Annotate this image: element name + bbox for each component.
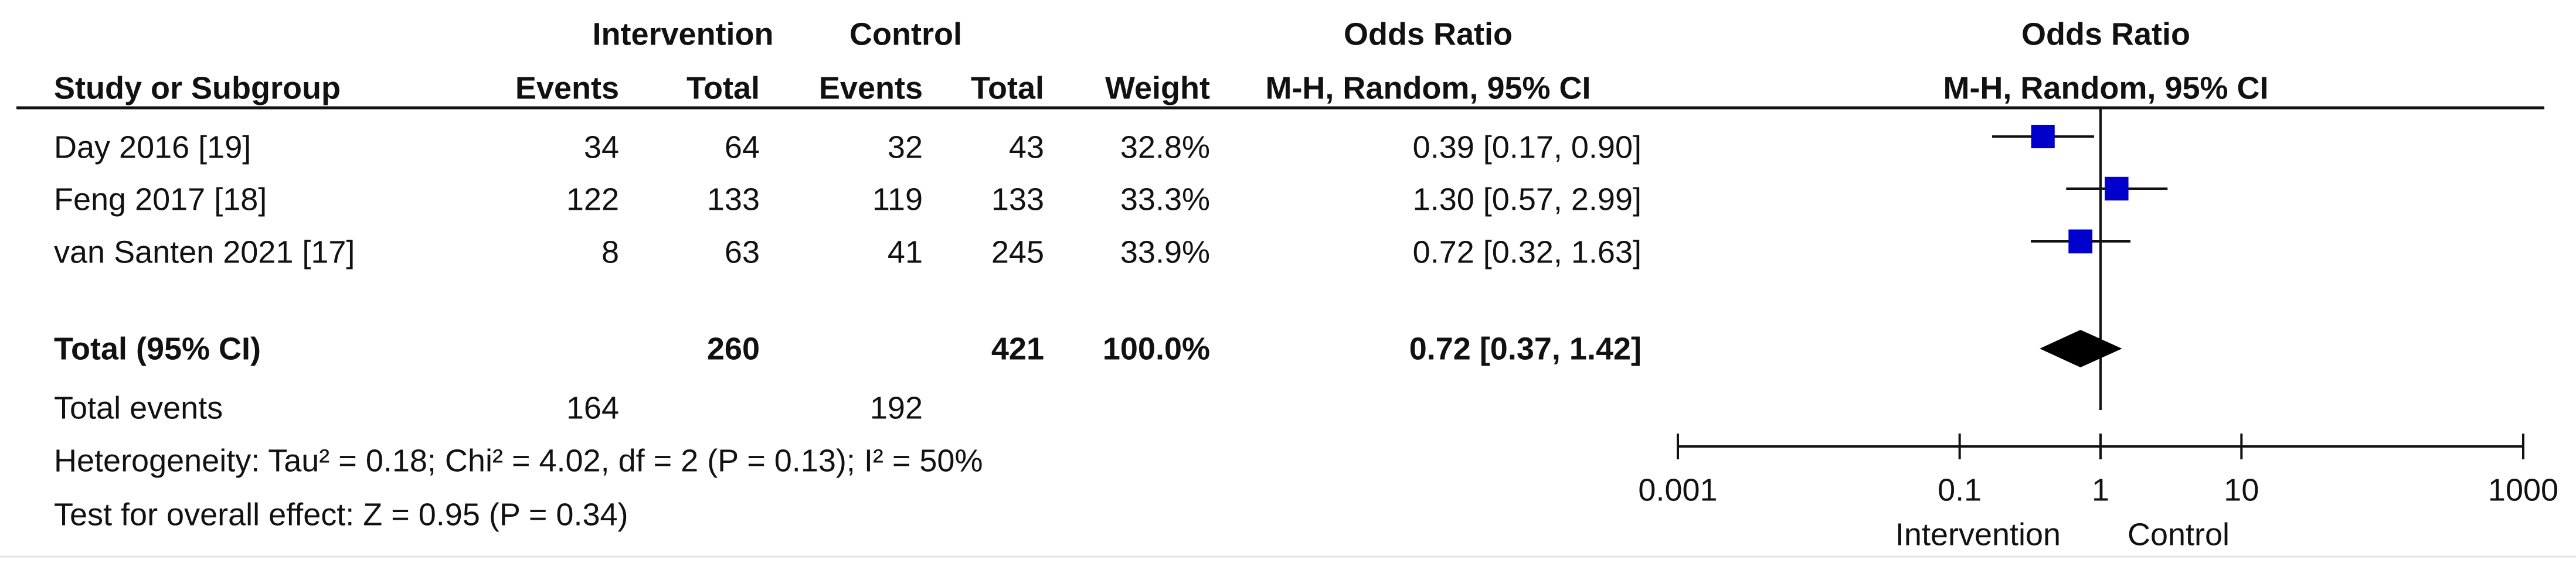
- x-tick-label: 0.1: [1938, 472, 1982, 507]
- cell: 245: [991, 234, 1044, 270]
- study-name: Feng 2017 [18]: [54, 182, 267, 217]
- cell: 260: [707, 331, 760, 366]
- column-header: Odds Ratio: [1344, 16, 1513, 52]
- x-tick-label: 1000: [2488, 472, 2558, 507]
- effect-marker: [2068, 229, 2093, 254]
- total-events-label: Total events: [54, 390, 223, 425]
- effect-label: 0.72 [0.32, 1.63]: [1413, 234, 1642, 270]
- cell: 421: [991, 331, 1044, 366]
- favours-label: Control: [2128, 517, 2230, 552]
- cell: 33.9%: [1120, 234, 1210, 270]
- cell: 32: [888, 129, 923, 165]
- cell: 133: [707, 182, 760, 217]
- column-header: M-H, Random, 95% CI: [1265, 70, 1591, 105]
- effect-label: 1.30 [0.57, 2.99]: [1413, 182, 1642, 217]
- cell: 43: [1009, 129, 1044, 165]
- group-header: Intervention: [592, 16, 773, 52]
- column-header: Total: [687, 70, 760, 105]
- cell: 192: [870, 390, 923, 425]
- column-header: Total: [971, 70, 1044, 105]
- cell: 164: [566, 390, 619, 425]
- column-header: Events: [515, 70, 619, 105]
- column-header: M-H, Random, 95% CI: [1943, 70, 2268, 105]
- cell: 41: [888, 234, 923, 270]
- cell: 8: [601, 234, 619, 270]
- cell: 100.0%: [1103, 331, 1210, 366]
- cell: 34: [584, 129, 619, 165]
- summary-diamond: [2040, 330, 2122, 367]
- overall-effect: Test for overall effect: Z = 0.95 (P = 0…: [54, 497, 628, 532]
- x-tick-label: 1: [2092, 472, 2109, 507]
- effect-label: 0.39 [0.17, 0.90]: [1413, 129, 1642, 165]
- column-header: Study or Subgroup: [54, 70, 341, 105]
- favours-label: Intervention: [1895, 517, 2061, 552]
- cell: 122: [566, 182, 619, 217]
- heterogeneity: Heterogeneity: Tau² = 0.18; Chi² = 4.02,…: [54, 443, 983, 478]
- study-name: Day 2016 [19]: [54, 129, 251, 165]
- cell: 119: [872, 182, 923, 217]
- column-header: Odds Ratio: [2021, 16, 2190, 52]
- cell: 32.8%: [1120, 129, 1210, 165]
- column-header: Weight: [1105, 70, 1210, 105]
- total-label: Total (95% CI): [54, 331, 261, 366]
- cell: 133: [991, 182, 1044, 217]
- column-header: Events: [819, 70, 923, 105]
- cell: 63: [725, 234, 760, 270]
- effect-marker: [2031, 124, 2055, 149]
- x-tick-label: 0.001: [1638, 472, 1717, 507]
- x-tick-label: 10: [2224, 472, 2259, 507]
- cell: 64: [725, 129, 760, 165]
- study-name: van Santen 2021 [17]: [54, 234, 355, 270]
- cell: 33.3%: [1120, 182, 1210, 217]
- effect-marker: [2105, 176, 2129, 201]
- group-header: Control: [849, 16, 962, 52]
- effect-label: 0.72 [0.37, 1.42]: [1409, 331, 1642, 366]
